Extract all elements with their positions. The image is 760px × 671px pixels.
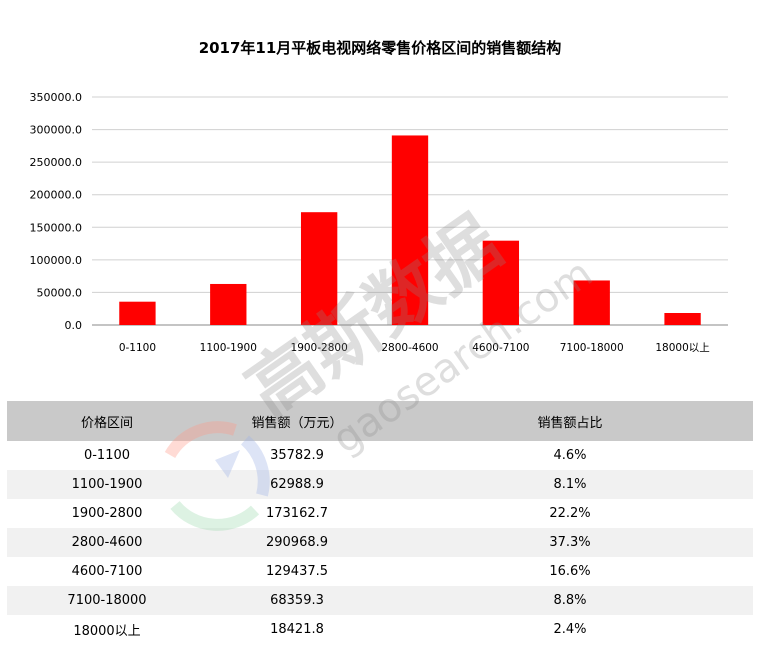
y-tick-label: 150000.0: [30, 221, 83, 234]
bar: [210, 283, 247, 325]
y-axis-ticks: 0.0 50000.0 100000.0 150000.0 200000.0 250000…: [30, 91, 83, 332]
bar: [391, 135, 429, 325]
cell-sales: 18421.8: [270, 622, 324, 637]
table-row: 7100-18000 68359.3 8.8%: [7, 586, 753, 615]
table-header-row: 价格区间 销售额（万元） 销售额占比: [7, 401, 753, 441]
cell-price-range: 1100-1900: [7, 470, 207, 499]
cell-share: 22.2%: [549, 506, 591, 521]
cell-price-range: 4600-7100: [71, 564, 143, 579]
y-tick-label: 100000.0: [30, 254, 83, 267]
x-tick-label: 2800-4600: [381, 342, 438, 354]
column-header-share: 销售额占比: [387, 401, 753, 441]
data-table: 价格区间 销售额（万元） 销售额占比 0-1100 35782.9 4.6% 1…: [7, 401, 753, 644]
cell-sales: 173162.7: [265, 506, 329, 521]
x-tick-label: 18000以上: [655, 342, 709, 354]
cell-share: 2.4%: [553, 622, 587, 637]
x-tick-label: 0-1100: [119, 342, 156, 354]
table-row: 18000以上 18421.8 2.4%: [7, 615, 753, 644]
cell-share: 16.6%: [549, 564, 591, 579]
cell-share: 4.6%: [553, 448, 587, 463]
cell-price-range: 18000以上: [73, 624, 141, 639]
bar: [119, 301, 156, 325]
y-tick-label: 250000.0: [30, 156, 83, 169]
x-tick-label: 7100-18000: [560, 342, 624, 354]
cell-price-range: 1900-2800: [71, 506, 143, 521]
y-tick-label: 350000.0: [30, 91, 83, 104]
y-tick-label: 200000.0: [30, 189, 83, 202]
cell-sales: 62988.9: [207, 470, 387, 499]
bar-chart: 0.0 50000.0 100000.0 150000.0 200000.0 250000…: [30, 91, 728, 354]
bar: [300, 212, 338, 325]
cell-price-range: 7100-18000: [7, 586, 207, 615]
x-tick-label: 4600-7100: [472, 342, 529, 354]
bar: [664, 312, 701, 325]
cell-price-range: 0-1100: [83, 448, 131, 463]
cell-sales: 68359.3: [207, 586, 387, 615]
cell-share: 37.3%: [387, 528, 753, 557]
bar: [482, 240, 520, 325]
cell-share: 8.1%: [387, 470, 753, 499]
table-row: 1100-1900 62988.9 8.1%: [7, 470, 753, 499]
cell-share: 8.8%: [387, 586, 753, 615]
cell-sales: 290968.9: [207, 528, 387, 557]
cell-sales: 35782.9: [270, 448, 324, 463]
x-tick-label: 1900-2800: [291, 342, 348, 354]
y-tick-label: 50000.0: [37, 286, 83, 299]
y-tick-label: 300000.0: [30, 124, 83, 137]
x-tick-label: 1100-1900: [200, 342, 257, 354]
chart-title: 2017年11月平板电视网络零售价格区间的销售额结构: [198, 39, 562, 57]
table-row: 1900-2800 173162.7 22.2%: [7, 499, 753, 528]
bars: [119, 135, 701, 325]
y-tick-label: 0.0: [65, 319, 83, 332]
table-row: 2800-4600 290968.9 37.3%: [7, 528, 753, 557]
column-header-sales: 销售额（万元）: [207, 401, 387, 441]
bar: [573, 280, 610, 325]
table-row: 4600-7100 129437.5 16.6%: [7, 557, 753, 586]
column-header-price-range: 价格区间: [7, 401, 207, 441]
x-axis-ticks: 0-1100 1100-1900 1900-2800 2800-4600 4600-71…: [119, 342, 710, 354]
cell-price-range: 2800-4600: [7, 528, 207, 557]
cell-sales: 129437.5: [265, 564, 329, 579]
table-row: 0-1100 35782.9 4.6%: [7, 441, 753, 470]
